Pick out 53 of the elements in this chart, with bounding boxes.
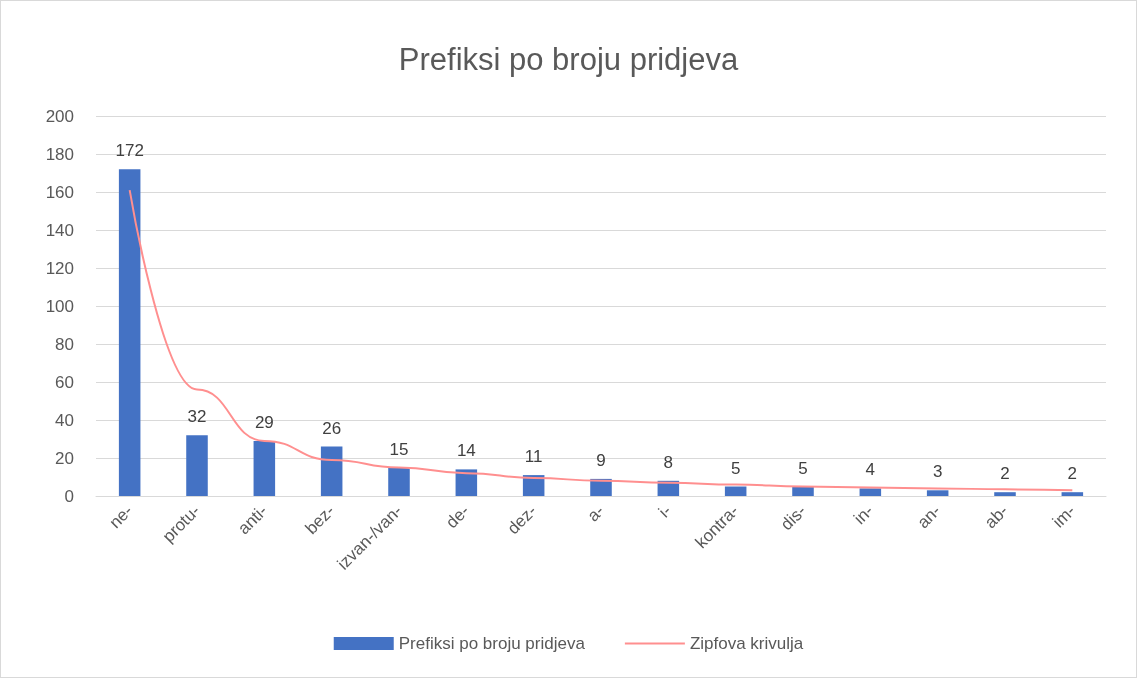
- x-tick-label: an-: [913, 501, 945, 533]
- data-label: 11: [524, 447, 543, 467]
- bar: [186, 435, 208, 496]
- x-tick-label: a-: [583, 501, 608, 526]
- bar: [455, 469, 478, 496]
- y-tick-label: 160: [45, 182, 74, 202]
- bar: [253, 440, 276, 496]
- y-tick-label: 20: [55, 448, 74, 468]
- x-tick-label: im-: [1048, 501, 1080, 532]
- data-label: 172: [115, 141, 144, 161]
- x-tick-label: bez-: [301, 501, 339, 539]
- x-tick-label: i-: [654, 501, 676, 522]
- bar: [859, 488, 882, 496]
- data-label: 5: [798, 458, 808, 478]
- chart-title: Prefiksi po broju pridjeva: [398, 42, 739, 77]
- y-tick-label: 80: [55, 334, 74, 354]
- x-tick-label: anti-: [234, 501, 272, 539]
- x-tick-label: ab-: [980, 501, 1012, 533]
- y-tick-label: 60: [55, 372, 74, 392]
- bar: [994, 492, 1016, 496]
- bar: [926, 490, 949, 496]
- data-label: 2: [1067, 464, 1078, 484]
- bar: [724, 486, 747, 496]
- legend-label: Prefiksi po broju pridjeva: [398, 634, 586, 653]
- data-label: 3: [932, 462, 943, 482]
- x-tick-label: ne-: [105, 501, 137, 533]
- data-label: 8: [663, 452, 674, 472]
- data-label: 26: [322, 418, 342, 438]
- data-label: 32: [187, 407, 207, 427]
- y-tick-label: 180: [45, 144, 74, 164]
- data-label: 4: [865, 460, 876, 480]
- y-tick-label: 0: [64, 486, 74, 506]
- data-label: 5: [730, 458, 741, 478]
- data-label: 9: [596, 450, 606, 470]
- data-label: 14: [456, 441, 476, 461]
- legend-label: Zipfova krivulja: [689, 634, 804, 653]
- x-tick-label: de-: [442, 501, 474, 533]
- y-tick-label: 120: [45, 258, 74, 278]
- y-tick-label: 200: [45, 106, 74, 126]
- data-label: 15: [389, 439, 409, 459]
- bar: [118, 169, 141, 496]
- line-series: [128, 189, 1074, 492]
- x-tick-label: dis-: [776, 501, 810, 535]
- y-tick-label: 40: [55, 410, 74, 430]
- y-tick-label: 100: [45, 296, 74, 316]
- x-tick-label: in-: [850, 501, 878, 529]
- data-label: 29: [254, 412, 274, 432]
- y-tick-label: 140: [45, 220, 74, 240]
- data-label: 2: [1000, 464, 1010, 484]
- bar: [388, 467, 410, 496]
- bar: [320, 446, 343, 496]
- x-tick-label: dez-: [503, 501, 541, 539]
- bar: [1061, 492, 1084, 496]
